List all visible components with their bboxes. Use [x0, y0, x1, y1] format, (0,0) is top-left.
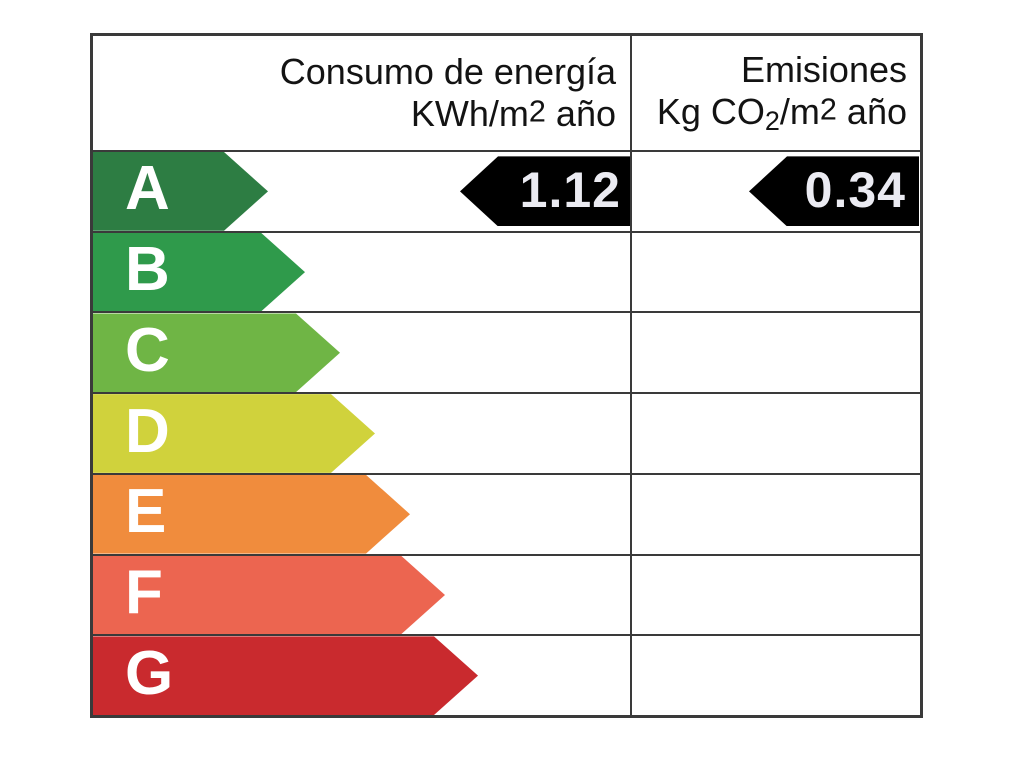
consumption-header-cell: Consumo de energía KWh/m2 año: [93, 36, 632, 150]
emissions-cell-b: [632, 233, 920, 312]
rating-row-f: F: [93, 555, 920, 637]
consumption-units: KWh/m2 año: [410, 93, 616, 134]
emissions-value: 0.34: [804, 161, 906, 218]
rating-bar-d: D: [93, 394, 375, 473]
consumption-cell-g: G: [93, 636, 632, 716]
emissions-units-subscript: 2: [764, 105, 780, 136]
rating-row-d: D: [93, 394, 920, 475]
consumption-cell-e: E: [93, 474, 632, 554]
emissions-units-superscript: 2: [819, 92, 837, 127]
emissions-header-cell: Emisiones Kg CO2/m2 año: [632, 36, 920, 150]
rating-letter-d: D: [125, 396, 170, 466]
rating-bar-f: F: [93, 556, 445, 635]
emissions-cell-d: [632, 394, 920, 473]
consumption-cell-f: F: [93, 555, 632, 635]
emissions-cell-f: [632, 556, 920, 635]
rating-letter-e: E: [125, 477, 167, 547]
rating-bar-b: B: [93, 233, 305, 312]
rating-row-c: C: [93, 313, 920, 395]
consumption-units-superscript: 2: [528, 94, 546, 129]
emissions-cell-g: [632, 636, 920, 715]
emissions-units: Kg CO2/m2 año: [656, 90, 907, 136]
rating-table: Consumo de energía KWh/m2 año Emisiones …: [90, 33, 923, 718]
consumption-cell-c: C: [93, 313, 632, 393]
consumption-value: 1.12: [519, 161, 621, 218]
rating-bar-c: C: [93, 313, 340, 392]
rating-row-a: A 1.12 0.34: [93, 152, 920, 233]
rating-bar-a: A: [93, 152, 268, 231]
rating-row-e: E: [93, 474, 920, 556]
emissions-cell-a: 0.34: [632, 152, 920, 231]
rating-bar-e: E: [93, 475, 410, 554]
emissions-value-arrow-icon: 0.34: [749, 156, 919, 227]
emissions-cell-e: [632, 475, 920, 554]
rating-row-g: G: [93, 636, 920, 716]
consumption-value-arrow-icon: 1.12: [460, 156, 630, 227]
header-row: Consumo de energía KWh/m2 año Emisiones …: [93, 36, 920, 152]
consumption-cell-b: B: [93, 232, 632, 312]
rating-letter-b: B: [125, 235, 170, 305]
consumption-title: Consumo de energía: [279, 51, 616, 93]
emissions-title: Emisiones: [740, 49, 907, 90]
rating-bar-g: G: [93, 636, 478, 715]
emissions-cell-c: [632, 313, 920, 392]
consumption-cell-a: A 1.12: [93, 152, 632, 231]
rating-letter-c: C: [125, 315, 170, 385]
rating-letter-f: F: [125, 557, 163, 627]
rating-row-b: B: [93, 232, 920, 314]
consumption-cell-d: D: [93, 394, 632, 473]
rating-letter-g: G: [125, 638, 174, 708]
rating-letter-a: A: [125, 154, 170, 224]
